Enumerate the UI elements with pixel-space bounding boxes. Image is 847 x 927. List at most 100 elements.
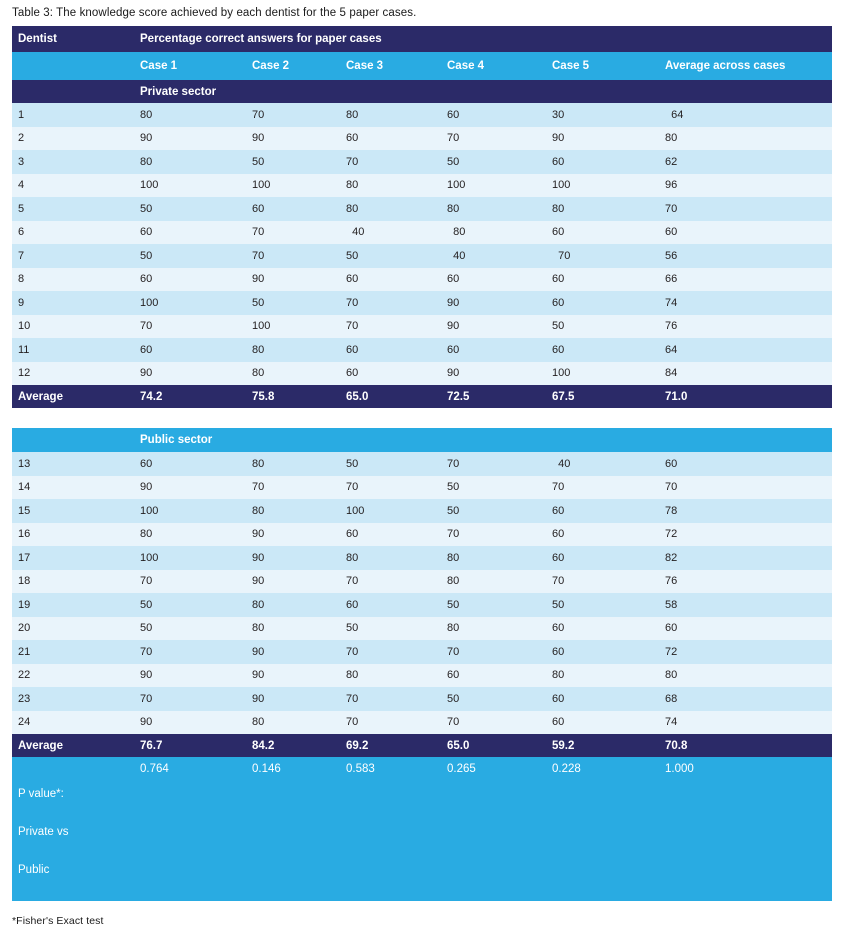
- dentist-id-cell: 17: [12, 546, 134, 570]
- score-cell: 50: [340, 616, 441, 640]
- dentist-id-cell: 11: [12, 338, 134, 362]
- dentist-id-cell: 9: [12, 291, 134, 315]
- case-4-header: Case 4: [441, 52, 546, 80]
- empty-section-cell: [12, 428, 134, 452]
- case-header-row: Case 1 Case 2 Case 3 Case 4 Case 5 Avera…: [12, 52, 833, 80]
- score-cell: 74: [659, 710, 833, 734]
- score-cell: 80: [246, 499, 340, 523]
- score-cell: 90: [134, 475, 246, 499]
- table-row: 21 70 90 70 70 60 72: [12, 640, 833, 664]
- pvalue-label-line: Private vs: [18, 826, 69, 838]
- score-cell: 80: [134, 103, 246, 127]
- private-sector-table: Dentist Percentage correct answers for p…: [12, 26, 833, 408]
- average-cell: 76.7: [134, 734, 246, 757]
- score-cell: 64: [659, 103, 833, 127]
- score-cell: 90: [246, 663, 340, 687]
- score-cell: 82: [659, 546, 833, 570]
- score-cell: 60: [340, 361, 441, 385]
- score-cell: 80: [441, 569, 546, 593]
- table-row: 2 90 90 60 70 90 80: [12, 126, 833, 150]
- footnote: *Fisher's Exact test: [12, 915, 104, 927]
- score-cell: 70: [246, 475, 340, 499]
- score-cell: 90: [134, 361, 246, 385]
- score-cell: 76: [659, 569, 833, 593]
- score-cell: 50: [441, 150, 546, 174]
- public-sector-header-row: Public sector: [12, 428, 833, 452]
- dentist-id-cell: 3: [12, 150, 134, 174]
- pvalue-cell: 0.228: [546, 757, 659, 901]
- table-row: 23 70 90 70 50 60 68: [12, 687, 833, 711]
- empty-header-cell: [12, 52, 134, 80]
- score-cell: 90: [246, 522, 340, 546]
- score-cell: 68: [659, 687, 833, 711]
- score-cell: 90: [441, 314, 546, 338]
- score-cell: 90: [246, 267, 340, 291]
- dentist-id-cell: 18: [12, 569, 134, 593]
- score-cell: 70: [340, 475, 441, 499]
- score-cell: 78: [659, 499, 833, 523]
- score-cell: 60: [659, 452, 833, 476]
- dentist-id-cell: 15: [12, 499, 134, 523]
- score-cell: 60: [441, 338, 546, 362]
- score-cell: 70: [441, 640, 546, 664]
- score-cell: 90: [246, 569, 340, 593]
- score-cell: 80: [246, 338, 340, 362]
- score-cell: 80: [246, 452, 340, 476]
- score-cell: 70: [134, 687, 246, 711]
- public-average-row: Average 76.7 84.2 69.2 65.0 59.2 70.8: [12, 734, 833, 757]
- score-cell: 80: [546, 663, 659, 687]
- average-label: Average: [12, 734, 134, 757]
- score-cell: 60: [659, 220, 833, 244]
- score-cell: 80: [340, 197, 441, 221]
- score-cell: 80: [441, 546, 546, 570]
- pvalue-cell: 0.583: [340, 757, 441, 901]
- score-cell: 90: [246, 546, 340, 570]
- dentist-id-cell: 2: [12, 126, 134, 150]
- score-cell: 100: [134, 499, 246, 523]
- score-cell: 70: [134, 640, 246, 664]
- score-cell: 50: [134, 616, 246, 640]
- score-cell: 100: [441, 173, 546, 197]
- score-cell: 60: [546, 291, 659, 315]
- score-cell: 60: [546, 710, 659, 734]
- table-row: 14 90 70 70 50 70 70: [12, 475, 833, 499]
- table-row: 24 90 80 70 70 60 74: [12, 710, 833, 734]
- score-cell: 90: [246, 126, 340, 150]
- score-cell: 70: [134, 314, 246, 338]
- score-cell: 60: [441, 663, 546, 687]
- score-cell: 80: [246, 593, 340, 617]
- table-row: 13 60 80 50 70 40 60: [12, 452, 833, 476]
- score-cell: 60: [546, 499, 659, 523]
- table-row: 6 60 70 40 80 60 60: [12, 220, 833, 244]
- score-cell: 80: [340, 663, 441, 687]
- score-cell: 70: [134, 569, 246, 593]
- table-row: 5 50 60 80 80 80 70: [12, 197, 833, 221]
- score-cell: 66: [659, 267, 833, 291]
- score-cell: 80: [246, 616, 340, 640]
- score-cell: 40: [546, 452, 659, 476]
- dentist-id-cell: 10: [12, 314, 134, 338]
- dentist-id-cell: 21: [12, 640, 134, 664]
- score-cell: 58: [659, 593, 833, 617]
- score-cell: 100: [246, 314, 340, 338]
- case-3-header: Case 3: [340, 52, 441, 80]
- dentist-id-cell: 6: [12, 220, 134, 244]
- table-row: 10 70 100 70 90 50 76: [12, 314, 833, 338]
- table-row: 11 60 80 60 60 60 64: [12, 338, 833, 362]
- average-cell: 74.2: [134, 385, 246, 408]
- score-cell: 80: [659, 126, 833, 150]
- score-cell: 60: [340, 126, 441, 150]
- score-cell: 90: [246, 687, 340, 711]
- score-cell: 70: [340, 291, 441, 315]
- table-row: 20 50 80 50 80 60 60: [12, 616, 833, 640]
- score-cell: 100: [340, 499, 441, 523]
- score-cell: 80: [441, 197, 546, 221]
- average-cell: 72.5: [441, 385, 546, 408]
- pvalue-cell: 0.764: [134, 757, 246, 901]
- case-1-header: Case 1: [134, 52, 246, 80]
- score-cell: 60: [659, 616, 833, 640]
- score-cell: 96: [659, 173, 833, 197]
- private-average-row: Average 74.2 75.8 65.0 72.5 67.5 71.0: [12, 385, 833, 408]
- score-cell: 70: [441, 710, 546, 734]
